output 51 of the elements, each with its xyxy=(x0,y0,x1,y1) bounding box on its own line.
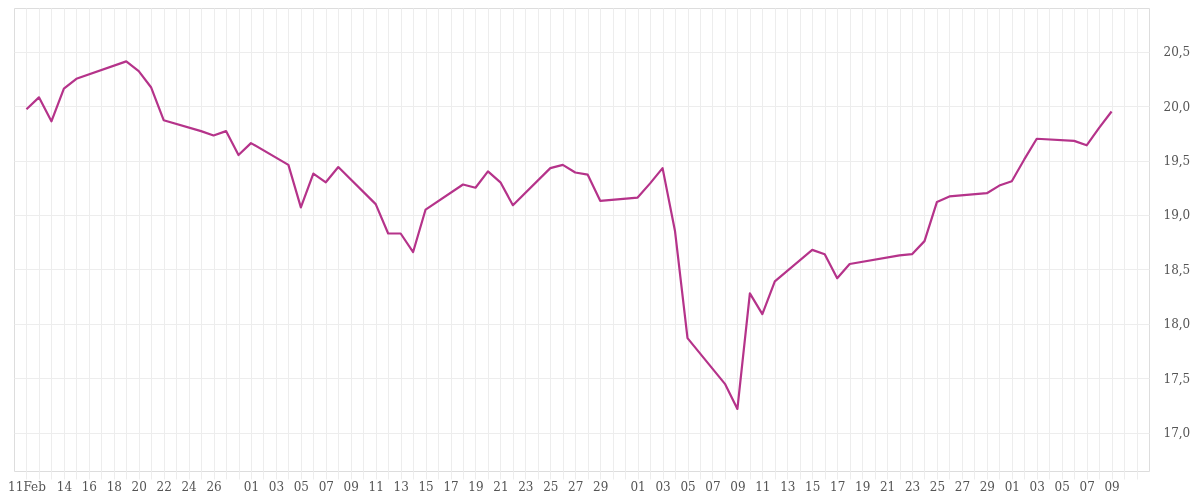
x-tick-label: 21 xyxy=(493,479,509,494)
y-tick-label: 17,0 xyxy=(1163,426,1191,441)
x-tick-label: 09 xyxy=(730,479,746,494)
x-tick-label: 23 xyxy=(904,479,921,494)
y-tick-label: 17,5 xyxy=(1163,371,1191,386)
y-tick-label: 20,5 xyxy=(1163,45,1191,60)
x-tick-label: 15 xyxy=(418,479,434,494)
x-tick-label: 16 xyxy=(81,479,97,494)
x-tick-label: 05 xyxy=(293,479,310,494)
y-tick-label: 18,5 xyxy=(1163,262,1191,277)
x-tick-label: 18 xyxy=(106,479,122,494)
x-tick-label: 17 xyxy=(443,479,459,494)
x-tick-label: 03 xyxy=(1029,479,1045,494)
x-tick-label: 25 xyxy=(929,479,946,494)
x-tick-label: 19 xyxy=(468,479,484,494)
x-tick-label: 11 xyxy=(755,479,771,494)
x-tick-label: 23 xyxy=(518,479,534,494)
x-tick-label: 21 xyxy=(879,479,896,494)
x-tick-label: 27 xyxy=(568,479,584,494)
y-tick-label: 20,0 xyxy=(1163,99,1191,114)
x-tick-label: 24 xyxy=(181,479,198,494)
y-tick-label: 18,0 xyxy=(1163,317,1191,332)
x-tick-label: 15 xyxy=(805,479,821,494)
x-tick-label: 14 xyxy=(56,479,73,494)
x-tick-label: 25 xyxy=(543,479,559,494)
x-tick-label: 17 xyxy=(830,479,846,494)
x-tick-label: 29 xyxy=(593,479,609,494)
x-tick-label: 07 xyxy=(1079,479,1095,494)
x-tick-label: 03 xyxy=(655,479,671,494)
x-tick-label: 01 xyxy=(1004,479,1020,494)
x-tick-label: 13 xyxy=(780,479,796,494)
x-tick-label: 09 xyxy=(1104,479,1120,494)
x-tick-label: 01 xyxy=(243,479,260,494)
x-tick-label: 05 xyxy=(1054,479,1070,494)
x-tick-label: 01 xyxy=(630,479,646,494)
x-tick-label: 03 xyxy=(268,479,285,494)
x-tick-label: 07 xyxy=(318,479,334,494)
y-tick-label: 19,5 xyxy=(1163,154,1191,169)
x-tick-label: 20 xyxy=(131,479,147,494)
x-tick-label: 26 xyxy=(206,479,222,494)
y-tick-label: 19,0 xyxy=(1163,208,1191,223)
x-tick-label: 22 xyxy=(156,479,172,494)
x-tick-label: 07 xyxy=(705,479,721,494)
x-tick-label: 13 xyxy=(393,479,409,494)
x-tick-label: 11 xyxy=(368,479,384,494)
x-tick-label: 09 xyxy=(343,479,359,494)
x-tick-label: 29 xyxy=(979,479,995,494)
x-tick-label: 05 xyxy=(680,479,696,494)
x-tick-label: 27 xyxy=(954,479,971,494)
x-tick-label: 19 xyxy=(854,479,871,494)
x-tick-label: 11Feb xyxy=(8,479,47,494)
